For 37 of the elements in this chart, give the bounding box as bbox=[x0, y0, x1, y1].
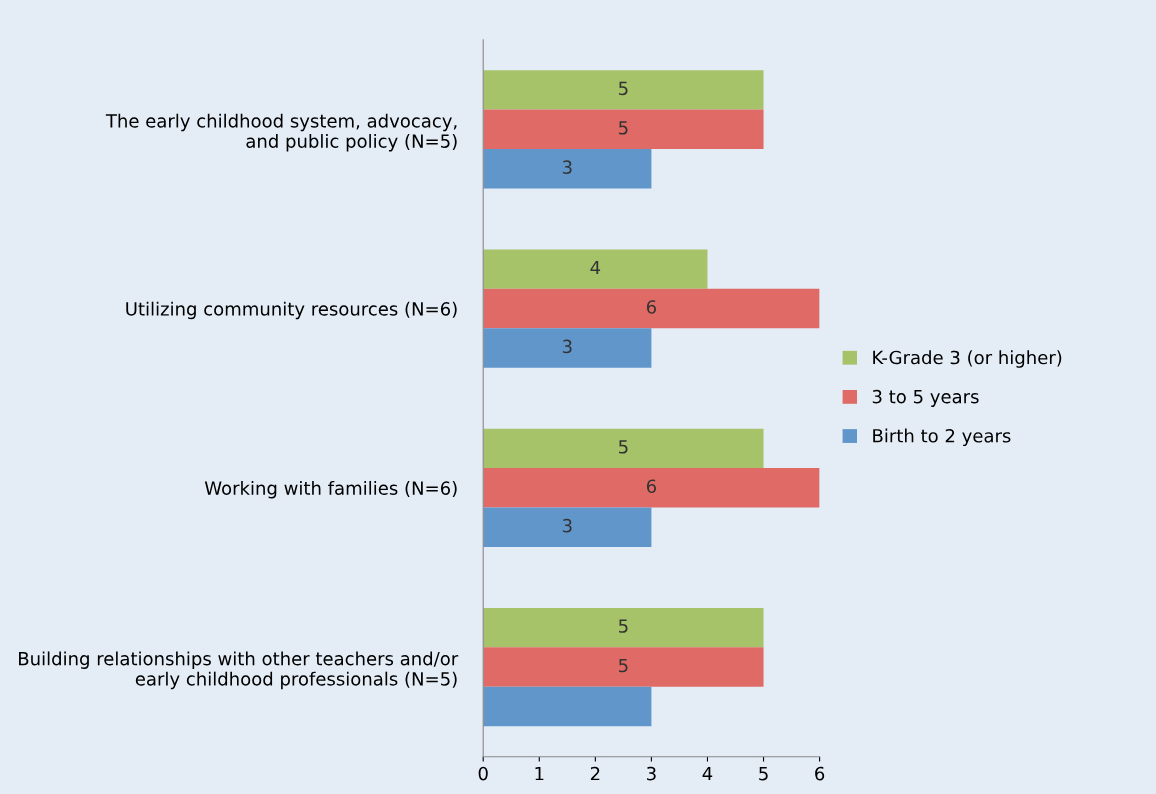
bar bbox=[483, 647, 764, 687]
bar bbox=[483, 607, 764, 648]
x-tick-label: 3 bbox=[647, 766, 656, 781]
bar bbox=[483, 686, 652, 727]
data-label: 6 bbox=[646, 300, 657, 314]
data-label: 5 bbox=[619, 619, 628, 633]
bar bbox=[483, 468, 820, 508]
bar bbox=[483, 149, 652, 189]
bar bbox=[483, 328, 652, 368]
x-tick-label: 4 bbox=[702, 766, 713, 781]
legend-label: Birth to 2 years bbox=[873, 428, 1011, 447]
x-tick-label: 2 bbox=[590, 766, 600, 781]
bar bbox=[483, 109, 764, 150]
bar bbox=[483, 70, 764, 110]
data-label: 4 bbox=[590, 260, 601, 275]
data-label: 3 bbox=[562, 518, 572, 533]
y-tick-label: Working with families (N=6) bbox=[204, 480, 457, 499]
bar bbox=[483, 428, 764, 469]
x-tick-label: 0 bbox=[478, 766, 488, 781]
legend-label: 3 to 5 years bbox=[872, 389, 979, 407]
data-label: 5 bbox=[619, 81, 628, 96]
data-label: 5 bbox=[619, 658, 628, 673]
data-label: 5 bbox=[619, 121, 628, 135]
y-tick-label: Utilizing community resources (N=6) bbox=[126, 301, 457, 320]
x-tick-label: 5 bbox=[759, 766, 768, 781]
data-label: 3 bbox=[562, 339, 572, 354]
legend-label: K-Grade 3 (or higher) bbox=[873, 350, 1062, 368]
bar bbox=[483, 288, 820, 329]
data-label: 3 bbox=[562, 160, 572, 174]
bar bbox=[483, 249, 708, 289]
x-tick-label: 6 bbox=[815, 766, 825, 781]
data-label: 6 bbox=[646, 479, 657, 494]
y-tick-label: Building relationships with other teachers and/or early childhood professionals (N=5) bbox=[19, 651, 459, 690]
bar bbox=[483, 507, 652, 547]
y-tick-label: The early childhood system, advocacy, and public policy (N=5) bbox=[105, 113, 457, 152]
x-tick-label: 1 bbox=[535, 766, 544, 781]
data-label: 5 bbox=[619, 440, 628, 454]
